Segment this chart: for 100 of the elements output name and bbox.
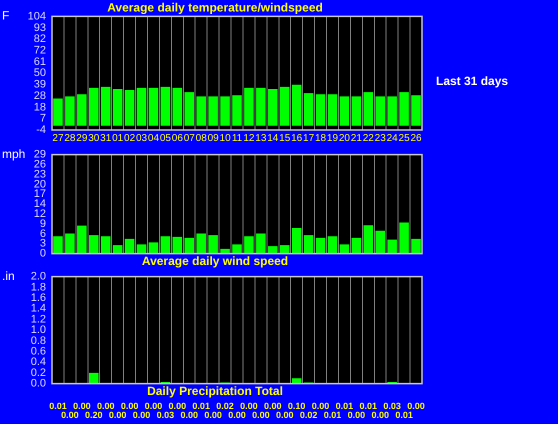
x-tick-label: 07 xyxy=(184,132,196,144)
data-label: 0.00 xyxy=(276,410,294,420)
y-tick-label: 1.2 xyxy=(30,313,46,326)
x-tick-label: 21 xyxy=(350,132,362,144)
y-tick-label: 104 xyxy=(28,10,46,22)
data-label: 0.00 xyxy=(228,410,246,420)
x-tick-label: 12 xyxy=(243,132,255,144)
data-label: 0.01 xyxy=(192,400,210,411)
y-tick-label: 0.6 xyxy=(30,346,46,358)
y-axis-title: F xyxy=(2,8,10,23)
data-label: 0.01 xyxy=(360,400,378,411)
y-tick-label: 1.0 xyxy=(30,324,46,336)
y-tick-label: 28 xyxy=(34,90,46,102)
data-label: 0.01 xyxy=(395,410,413,420)
y-tick-label: 14 xyxy=(34,198,46,210)
y-tick-label: 29 xyxy=(34,148,46,161)
y-tick-label: 9 xyxy=(40,218,46,230)
x-tick-label: 09 xyxy=(208,132,220,144)
data-label: 0.00 xyxy=(407,400,425,411)
x-tick-label: 17 xyxy=(303,132,315,144)
data-label: 0.00 xyxy=(240,400,258,411)
y-tick-label: 0 xyxy=(40,248,46,260)
data-label: 0.03 xyxy=(156,410,174,420)
y-tick-label: 1.6 xyxy=(30,292,46,304)
y-tick-label: 0.4 xyxy=(30,356,46,368)
y-tick-label: 93 xyxy=(34,22,46,34)
x-tick-label: 24 xyxy=(386,132,398,144)
x-tick-label: 26 xyxy=(410,132,422,144)
data-label: 0.00 xyxy=(61,410,79,420)
x-tick-label: 14 xyxy=(267,132,279,144)
data-label: 0.00 xyxy=(132,410,150,420)
x-tick-label: 06 xyxy=(172,132,184,144)
x-tick-label: 13 xyxy=(255,132,267,144)
y-tick-label: 23 xyxy=(34,168,46,180)
data-label: 0.01 xyxy=(336,400,354,411)
x-tick-label: 01 xyxy=(112,132,124,144)
data-label: 0.20 xyxy=(85,410,103,420)
data-label: 0.01 xyxy=(49,400,67,411)
x-tick-label: 18 xyxy=(314,132,327,144)
y-tick-label: 6 xyxy=(40,228,46,240)
x-tick-label: 19 xyxy=(326,132,338,144)
x-tick-label: 03 xyxy=(136,132,148,144)
text: Last 31 days xyxy=(436,74,508,88)
data-label: 0.01 xyxy=(324,410,342,420)
y-tick-label: 72 xyxy=(34,44,46,57)
y-tick-label: 50 xyxy=(34,67,46,80)
y-tick-label: 1.4 xyxy=(30,302,46,315)
x-tick-label: 08 xyxy=(196,132,208,144)
chart-title: Average daily temperature/windspeed xyxy=(107,0,323,15)
data-label: 0.02 xyxy=(216,400,234,411)
data-label: 0.00 xyxy=(96,400,114,411)
data-label: 0.00 xyxy=(204,410,222,420)
x-tick-label: 27 xyxy=(52,132,64,144)
x-tick-label: 11 xyxy=(232,132,243,144)
x-tick-label: 25 xyxy=(398,132,410,144)
y-tick-label: 1.8 xyxy=(30,281,46,294)
data-label: 0.00 xyxy=(371,410,389,420)
y-tick-label: 26 xyxy=(34,158,46,171)
y-tick-label: 3 xyxy=(40,238,46,250)
x-tick-label: 05 xyxy=(160,132,172,144)
y-tick-label: 61 xyxy=(34,56,46,68)
x-tick-label: 31 xyxy=(100,132,112,144)
y-tick-label: 18 xyxy=(34,101,46,114)
x-tick-label: 02 xyxy=(124,132,136,144)
y-tick-label: 12 xyxy=(34,208,46,220)
x-tick-label: 22 xyxy=(362,132,374,144)
data-label: 0.00 xyxy=(168,400,186,411)
data-label: 0.03 xyxy=(383,400,401,411)
x-tick-label: 23 xyxy=(374,132,386,144)
text: Daily Precipitation Total xyxy=(147,384,283,398)
data-label: 0.00 xyxy=(180,410,198,420)
y-axis-title: .in xyxy=(2,268,15,283)
y-tick-label: 39 xyxy=(34,78,46,91)
x-tick-label: 10 xyxy=(220,132,232,144)
y-tick-label: 0.2 xyxy=(30,366,46,379)
x-tick-label: 16 xyxy=(291,132,303,144)
data-label: 0.00 xyxy=(264,400,282,411)
data-label: 0.02 xyxy=(300,410,318,420)
x-tick-label: 29 xyxy=(76,132,88,144)
y-axis-title: mph xyxy=(2,146,26,161)
x-tick-label: 04 xyxy=(148,132,160,144)
data-label: 0.00 xyxy=(252,410,270,420)
x-tick-label: 15 xyxy=(279,132,291,144)
x-tick-label: 20 xyxy=(338,132,350,144)
y-tick-label: 7 xyxy=(40,112,46,125)
y-tick-label: 0.8 xyxy=(30,334,46,347)
data-label: 0.00 xyxy=(120,400,138,411)
x-tick-label: 30 xyxy=(88,132,100,144)
data-label: 0.00 xyxy=(348,410,366,420)
data-label: 0.00 xyxy=(73,400,91,411)
data-label: 0.00 xyxy=(312,400,330,411)
data-label: 0.00 xyxy=(144,400,162,411)
y-tick-label: 20 xyxy=(34,178,46,190)
data-label: 0.00 xyxy=(108,410,126,420)
text: Average daily wind speed xyxy=(142,254,288,268)
y-tick-label: 82 xyxy=(34,33,46,46)
x-tick-label: 28 xyxy=(64,132,76,144)
data-label: 0.10 xyxy=(288,400,306,411)
y-tick-label: 2.0 xyxy=(30,270,46,283)
y-tick-label: 0.0 xyxy=(30,378,46,390)
